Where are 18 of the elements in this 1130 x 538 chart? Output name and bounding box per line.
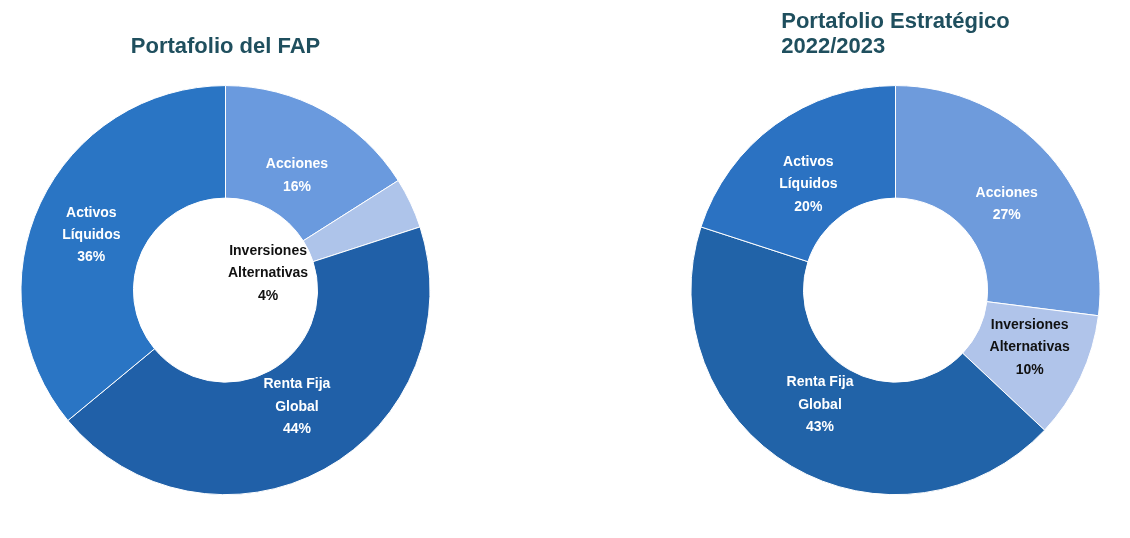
slice-label: Activos Líquidos: [62, 203, 121, 242]
data-label: 27%: [992, 206, 1022, 223]
chart-title: Portafolio Estratégico 2022/2023: [781, 7, 1010, 58]
data-label: 43%: [806, 418, 835, 435]
data-label: 4%: [257, 286, 279, 303]
slice-label: Renta Fija Global: [786, 373, 854, 412]
slice-label: Inversiones Alternativas: [989, 315, 1070, 355]
slice-label: Inversiones Alternativas: [228, 241, 309, 281]
data-label: 44%: [282, 420, 312, 437]
data-label: 10%: [1015, 360, 1045, 377]
chart-title: Portafolio del FAP: [130, 32, 321, 58]
data-label: 20%: [794, 197, 823, 214]
slice-label: Acciones: [975, 183, 1039, 200]
data-label: 16%: [282, 177, 312, 194]
data-label: 36%: [77, 248, 106, 265]
slice-label: Acciones: [265, 155, 329, 172]
slice-label: Activos Líquidos: [779, 152, 838, 192]
slice-label: Renta Fija Global: [263, 375, 331, 414]
